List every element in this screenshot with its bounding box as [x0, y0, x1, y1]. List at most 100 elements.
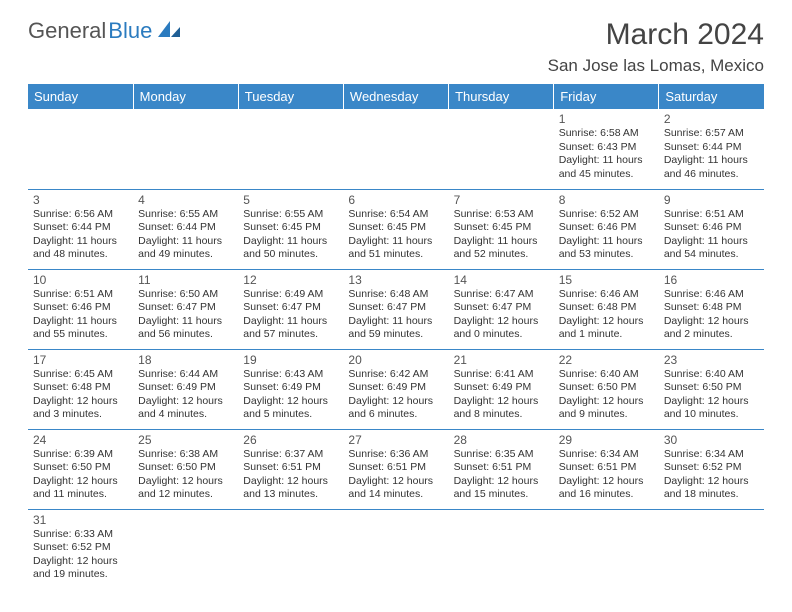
detail-line: and 45 minutes. — [559, 168, 654, 182]
day-detail: Sunrise: 6:34 AMSunset: 6:51 PMDaylight:… — [559, 448, 654, 503]
detail-line: Daylight: 12 hours — [243, 475, 338, 489]
detail-line: Sunset: 6:44 PM — [664, 141, 759, 155]
calendar-cell: 16Sunrise: 6:46 AMSunset: 6:48 PMDayligh… — [659, 269, 764, 349]
detail-line: Sunset: 6:44 PM — [33, 221, 128, 235]
detail-line: Daylight: 12 hours — [33, 395, 128, 409]
day-detail: Sunrise: 6:56 AMSunset: 6:44 PMDaylight:… — [33, 208, 128, 263]
calendar-cell — [659, 509, 764, 589]
detail-line: Daylight: 12 hours — [559, 315, 654, 329]
detail-line: Sunset: 6:51 PM — [348, 461, 443, 475]
calendar-cell: 23Sunrise: 6:40 AMSunset: 6:50 PMDayligh… — [659, 349, 764, 429]
detail-line: Daylight: 11 hours — [559, 154, 654, 168]
detail-line: Sunset: 6:49 PM — [348, 381, 443, 395]
detail-line: Sunset: 6:51 PM — [559, 461, 654, 475]
day-detail: Sunrise: 6:34 AMSunset: 6:52 PMDaylight:… — [664, 448, 759, 503]
detail-line: Sunrise: 6:56 AM — [33, 208, 128, 222]
calendar-cell: 21Sunrise: 6:41 AMSunset: 6:49 PMDayligh… — [449, 349, 554, 429]
detail-line: Sunset: 6:51 PM — [243, 461, 338, 475]
day-detail: Sunrise: 6:46 AMSunset: 6:48 PMDaylight:… — [559, 288, 654, 343]
day-number: 8 — [559, 193, 654, 207]
day-detail: Sunrise: 6:39 AMSunset: 6:50 PMDaylight:… — [33, 448, 128, 503]
month-title: March 2024 — [548, 18, 764, 52]
calendar-row: 31Sunrise: 6:33 AMSunset: 6:52 PMDayligh… — [28, 509, 764, 589]
calendar-cell: 9Sunrise: 6:51 AMSunset: 6:46 PMDaylight… — [659, 189, 764, 269]
calendar-cell — [238, 109, 343, 189]
day-detail: Sunrise: 6:35 AMSunset: 6:51 PMDaylight:… — [454, 448, 549, 503]
calendar-cell: 15Sunrise: 6:46 AMSunset: 6:48 PMDayligh… — [554, 269, 659, 349]
day-number: 31 — [33, 513, 128, 527]
day-detail: Sunrise: 6:45 AMSunset: 6:48 PMDaylight:… — [33, 368, 128, 423]
detail-line: and 18 minutes. — [664, 488, 759, 502]
header: General Blue March 2024 San Jose las Lom… — [28, 18, 764, 76]
day-detail: Sunrise: 6:47 AMSunset: 6:47 PMDaylight:… — [454, 288, 549, 343]
day-number: 12 — [243, 273, 338, 287]
detail-line: Sunrise: 6:36 AM — [348, 448, 443, 462]
brand-text-general: General — [28, 18, 106, 44]
calendar-cell: 3Sunrise: 6:56 AMSunset: 6:44 PMDaylight… — [28, 189, 133, 269]
detail-line: and 5 minutes. — [243, 408, 338, 422]
detail-line: Daylight: 11 hours — [559, 235, 654, 249]
day-number: 21 — [454, 353, 549, 367]
calendar-cell: 27Sunrise: 6:36 AMSunset: 6:51 PMDayligh… — [343, 429, 448, 509]
detail-line: Sunset: 6:44 PM — [138, 221, 233, 235]
detail-line: and 0 minutes. — [454, 328, 549, 342]
detail-line: Sunset: 6:48 PM — [33, 381, 128, 395]
detail-line: and 9 minutes. — [559, 408, 654, 422]
detail-line: Sunset: 6:45 PM — [348, 221, 443, 235]
calendar-cell: 17Sunrise: 6:45 AMSunset: 6:48 PMDayligh… — [28, 349, 133, 429]
calendar-cell: 10Sunrise: 6:51 AMSunset: 6:46 PMDayligh… — [28, 269, 133, 349]
day-detail: Sunrise: 6:40 AMSunset: 6:50 PMDaylight:… — [559, 368, 654, 423]
day-detail: Sunrise: 6:57 AMSunset: 6:44 PMDaylight:… — [664, 127, 759, 182]
detail-line: Daylight: 11 hours — [138, 235, 233, 249]
detail-line: Sunset: 6:52 PM — [664, 461, 759, 475]
detail-line: Sunset: 6:50 PM — [138, 461, 233, 475]
calendar-cell — [554, 509, 659, 589]
detail-line: Sunset: 6:47 PM — [243, 301, 338, 315]
detail-line: Sunrise: 6:37 AM — [243, 448, 338, 462]
calendar-cell: 11Sunrise: 6:50 AMSunset: 6:47 PMDayligh… — [133, 269, 238, 349]
detail-line: Sunrise: 6:46 AM — [559, 288, 654, 302]
detail-line: Sunset: 6:50 PM — [33, 461, 128, 475]
detail-line: and 14 minutes. — [348, 488, 443, 502]
day-detail: Sunrise: 6:48 AMSunset: 6:47 PMDaylight:… — [348, 288, 443, 343]
day-number: 19 — [243, 353, 338, 367]
detail-line: Sunrise: 6:47 AM — [454, 288, 549, 302]
calendar-cell: 24Sunrise: 6:39 AMSunset: 6:50 PMDayligh… — [28, 429, 133, 509]
day-number: 9 — [664, 193, 759, 207]
detail-line: and 59 minutes. — [348, 328, 443, 342]
calendar-cell: 5Sunrise: 6:55 AMSunset: 6:45 PMDaylight… — [238, 189, 343, 269]
detail-line: Daylight: 12 hours — [138, 395, 233, 409]
detail-line: Daylight: 11 hours — [664, 154, 759, 168]
detail-line: and 48 minutes. — [33, 248, 128, 262]
detail-line: Daylight: 12 hours — [348, 395, 443, 409]
detail-line: Sunset: 6:52 PM — [33, 541, 128, 555]
detail-line: Daylight: 12 hours — [664, 475, 759, 489]
calendar-body: 1Sunrise: 6:58 AMSunset: 6:43 PMDaylight… — [28, 109, 764, 589]
detail-line: and 55 minutes. — [33, 328, 128, 342]
detail-line: and 52 minutes. — [454, 248, 549, 262]
calendar-cell — [449, 109, 554, 189]
detail-line: Sunset: 6:45 PM — [454, 221, 549, 235]
detail-line: Daylight: 12 hours — [454, 475, 549, 489]
detail-line: Sunrise: 6:42 AM — [348, 368, 443, 382]
detail-line: Daylight: 12 hours — [348, 475, 443, 489]
detail-line: Daylight: 12 hours — [454, 315, 549, 329]
detail-line: Sunset: 6:47 PM — [348, 301, 443, 315]
calendar-cell: 25Sunrise: 6:38 AMSunset: 6:50 PMDayligh… — [133, 429, 238, 509]
detail-line: and 53 minutes. — [559, 248, 654, 262]
calendar-table: SundayMondayTuesdayWednesdayThursdayFrid… — [28, 84, 764, 589]
detail-line: Sunset: 6:46 PM — [559, 221, 654, 235]
day-header: Saturday — [659, 84, 764, 109]
detail-line: and 57 minutes. — [243, 328, 338, 342]
day-number: 24 — [33, 433, 128, 447]
detail-line: and 50 minutes. — [243, 248, 338, 262]
day-number: 4 — [138, 193, 233, 207]
detail-line: Daylight: 11 hours — [664, 235, 759, 249]
detail-line: Sunrise: 6:45 AM — [33, 368, 128, 382]
detail-line: Sunset: 6:51 PM — [454, 461, 549, 475]
title-block: March 2024 San Jose las Lomas, Mexico — [548, 18, 764, 76]
detail-line: Daylight: 11 hours — [243, 315, 338, 329]
day-header: Friday — [554, 84, 659, 109]
day-header: Thursday — [449, 84, 554, 109]
detail-line: Daylight: 12 hours — [33, 475, 128, 489]
